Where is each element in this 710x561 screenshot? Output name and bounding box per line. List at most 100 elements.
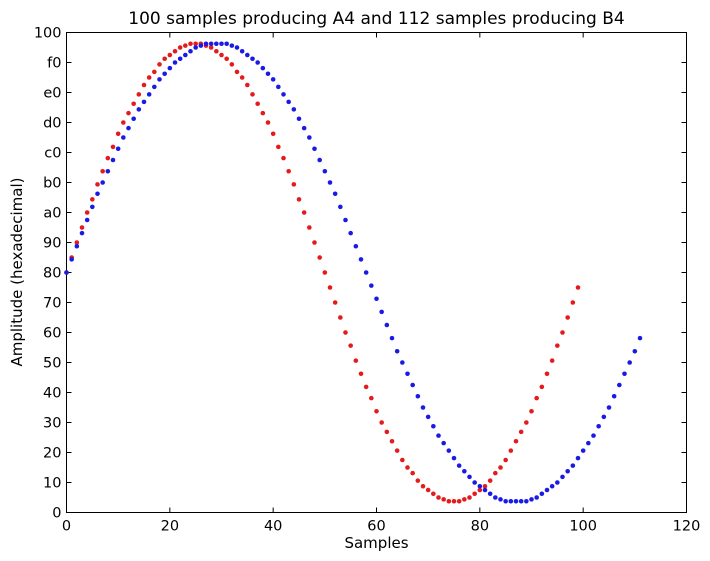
data-point: [452, 456, 457, 461]
data-point: [421, 484, 426, 489]
data-point: [385, 430, 390, 435]
data-point: [416, 394, 421, 399]
y-tick-label: 30: [43, 416, 61, 432]
data-point: [550, 358, 555, 363]
data-point: [111, 158, 116, 163]
data-point: [230, 62, 235, 67]
data-point: [333, 300, 338, 305]
data-point: [627, 360, 632, 365]
data-point: [286, 100, 291, 105]
data-point: [178, 45, 183, 50]
data-point: [95, 182, 100, 187]
y-tick-label: d0: [43, 116, 61, 132]
data-point: [281, 156, 286, 161]
data-point: [529, 497, 534, 502]
data-point: [317, 158, 322, 163]
data-point: [168, 66, 173, 71]
data-point: [80, 231, 85, 236]
data-point: [452, 499, 457, 504]
data-point: [431, 424, 436, 429]
data-point: [266, 71, 271, 76]
data-point: [483, 488, 488, 493]
data-point: [193, 45, 198, 50]
data-point: [137, 107, 142, 112]
data-point: [245, 53, 250, 58]
data-point: [90, 205, 95, 210]
data-point: [183, 53, 188, 58]
data-point: [162, 71, 167, 76]
x-tick-label: 40: [264, 519, 282, 535]
data-point: [276, 85, 281, 90]
data-point: [100, 180, 105, 185]
data-point: [261, 111, 266, 116]
data-point: [121, 135, 126, 140]
data-point: [152, 85, 157, 90]
x-tick-label: 120: [673, 519, 701, 535]
data-point: [131, 116, 136, 121]
data-point: [121, 120, 126, 125]
data-point: [348, 231, 353, 236]
data-point: [493, 495, 498, 500]
data-point: [467, 475, 472, 480]
data-point: [157, 77, 162, 82]
y-tick-label: b0: [43, 176, 61, 192]
data-point: [271, 77, 276, 82]
data-point: [457, 463, 462, 468]
y-tick-label: 70: [43, 296, 61, 312]
data-point: [343, 218, 348, 223]
data-point: [199, 43, 204, 48]
data-point: [235, 70, 240, 75]
data-point: [426, 415, 431, 420]
data-point: [354, 244, 359, 249]
data-point: [571, 463, 576, 468]
data-point: [178, 56, 183, 61]
data-point: [478, 484, 483, 489]
data-point: [560, 330, 565, 335]
data-point: [338, 315, 343, 320]
data-point: [126, 111, 131, 116]
data-point: [524, 499, 529, 504]
data-point: [173, 49, 178, 54]
data-point: [276, 145, 281, 150]
data-point: [183, 43, 188, 48]
data-point: [436, 495, 441, 500]
data-point: [447, 448, 452, 453]
data-point: [338, 205, 343, 210]
data-point: [416, 478, 421, 483]
data-point: [431, 491, 436, 496]
data-point: [555, 343, 560, 348]
y-tick-label: 50: [43, 356, 61, 372]
data-point: [379, 420, 384, 425]
data-point: [571, 300, 576, 305]
data-point: [638, 336, 643, 341]
data-point: [255, 101, 260, 106]
data-point: [514, 499, 519, 504]
data-point: [364, 385, 369, 390]
data-point: [586, 441, 591, 446]
data-point: [90, 197, 95, 202]
data-point: [385, 323, 390, 328]
data-point: [307, 225, 312, 230]
data-point: [168, 53, 173, 58]
data-point: [106, 156, 111, 161]
y-tick-label: 0: [52, 506, 61, 522]
data-point: [374, 296, 379, 301]
x-tick-label: 60: [367, 519, 385, 535]
data-point: [188, 49, 193, 54]
data-point: [612, 394, 617, 399]
x-tick-label: 100: [569, 519, 597, 535]
data-point: [95, 191, 100, 196]
data-point: [126, 126, 131, 131]
data-point: [281, 92, 286, 97]
data-point: [162, 56, 167, 61]
series-a4: [64, 41, 580, 503]
data-point: [230, 43, 235, 48]
data-point: [323, 169, 328, 174]
y-tick-label: 10: [43, 476, 61, 492]
y-tick-label: c0: [44, 146, 61, 162]
data-point: [447, 499, 452, 504]
data-point: [390, 439, 395, 444]
data-point: [545, 488, 550, 493]
data-point: [405, 465, 410, 470]
